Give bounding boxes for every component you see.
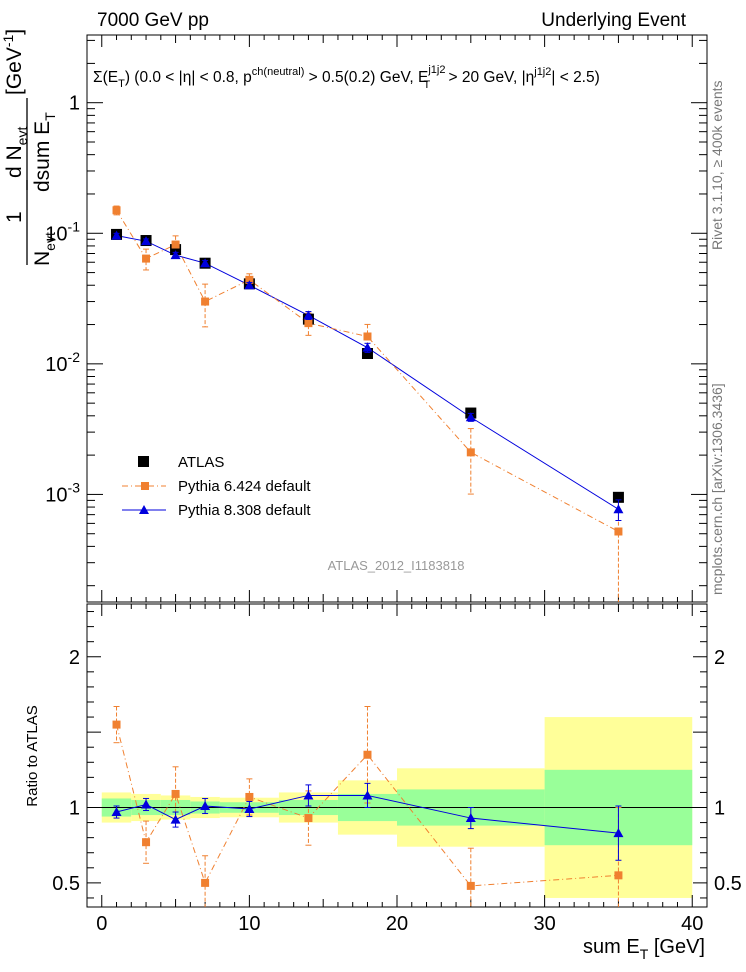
- main-series-layer: [111, 205, 624, 602]
- pythia8-ratio-point: [200, 801, 211, 810]
- ratio-y-tick-label-right: 0.5: [714, 873, 742, 895]
- pythia6-point: [245, 275, 254, 284]
- y-tick-exponent: -3: [68, 479, 81, 495]
- x-tick-label: 20: [386, 913, 408, 935]
- pythia6-ratio-point: [614, 871, 623, 880]
- pythia8-ratio-point: [244, 804, 255, 814]
- y-label-unit: [GeV-1]: [0, 29, 26, 95]
- header-left: 7000 GeV pp: [97, 10, 209, 31]
- pythia6-ratio-point: [142, 838, 151, 847]
- pythia8-point: [465, 412, 476, 422]
- pythia6-ratio-point: [112, 720, 121, 729]
- y-tick-mantissa: 10: [45, 354, 67, 376]
- pythia8-ratio-point: [141, 799, 152, 809]
- pythia6-ratio-point: [171, 789, 180, 798]
- pythia6-point: [171, 240, 180, 249]
- ratio-axis-ticks: 0.5 0.51 12 20 10 20 30 40: [52, 604, 742, 935]
- y-tick-exponent: -1: [68, 218, 81, 234]
- main-y-tick-label: 10-3: [45, 479, 80, 506]
- pythia6-ratio-point: [245, 792, 254, 801]
- pythia8-ratio-point: [613, 828, 624, 838]
- x-tick-label: 40: [681, 913, 703, 935]
- pythia6-point: [363, 332, 372, 341]
- pythia8-point: [170, 250, 181, 260]
- pythia6-point: [304, 319, 313, 328]
- pythia6-ratio-point: [201, 878, 210, 887]
- x-axis-label: sum ET [GeV]: [583, 936, 705, 962]
- main-y-tick-label: 10-2: [45, 349, 80, 376]
- y-tick-mantissa: 10: [45, 223, 67, 245]
- rivet-label: Rivet 3.1.10, ≥ 400k events: [709, 80, 725, 250]
- legend-pythia6-label: Pythia 6.424 default: [178, 478, 311, 495]
- pythia6-point: [201, 297, 210, 306]
- y-label-dn: d Nevt: [3, 127, 30, 178]
- legend-pythia8-label: Pythia 8.308 default: [178, 502, 311, 519]
- y-axis-label: 1 Nevt d Nevt dsum ET [GeV-1]: [0, 29, 58, 266]
- y-tick-mantissa: 1: [69, 93, 80, 115]
- main-axis-ticks: 10-310-210-11: [45, 35, 707, 602]
- ratio-y-tick-label: 0.5: [52, 873, 80, 895]
- pythia8-point: [200, 258, 211, 268]
- atlas-point: [361, 348, 373, 360]
- atlas-point: [170, 244, 182, 256]
- pythia8-ratio-point: [303, 790, 314, 800]
- pythia6-ratio-point: [363, 750, 372, 759]
- pythia6-point: [142, 254, 151, 263]
- pythia6-point: [466, 448, 475, 457]
- y-label-nevt: Nevt: [31, 232, 58, 266]
- pythia6-point: [614, 527, 623, 536]
- ratio-y-tick-label: 1: [69, 798, 80, 820]
- pythia6-line: [116, 210, 619, 532]
- pythia8-point: [111, 230, 122, 240]
- pythia8-ratio-point: [170, 814, 181, 824]
- selection-label: Σ(ET) (0.0 < |η| < 0.8, pch(neutral) > 0…: [93, 64, 600, 91]
- main-y-tick-label: 10-1: [45, 218, 80, 245]
- y-tick-mantissa: 10: [45, 484, 67, 506]
- ratio-y-tick-label-right: 2: [714, 647, 725, 669]
- pythia8-point: [244, 280, 255, 290]
- pythia6-ratio-point: [466, 881, 475, 890]
- analysis-id: ATLAS_2012_I1183818: [328, 558, 465, 573]
- legend-atlas-label: ATLAS: [178, 454, 224, 471]
- y-label-dsum: dsum ET: [31, 112, 58, 192]
- pythia8-point: [613, 504, 624, 514]
- pythia8-ratio-point: [362, 790, 373, 800]
- y-tick-exponent: -2: [68, 349, 81, 365]
- atlas-point: [612, 491, 624, 503]
- ratio-y-tick-label: 2: [69, 647, 80, 669]
- main-y-tick-label: 1: [69, 93, 80, 115]
- legend-atlas-marker: [138, 456, 149, 467]
- y-label-one: 1: [3, 211, 26, 223]
- legend-pythia6-marker: [141, 482, 149, 490]
- pythia6-point: [112, 206, 121, 215]
- ratio-series-layer: [111, 706, 624, 907]
- x-tick-label: 10: [238, 913, 260, 935]
- pythia8-ratio-point: [111, 807, 122, 817]
- ratio-y-tick-label-right: 1: [714, 798, 725, 820]
- x-tick-label: 0: [96, 913, 107, 935]
- pythia8-point: [362, 342, 373, 352]
- header-right: Underlying Event: [541, 10, 686, 31]
- legend: ATLAS Pythia 6.424 default Pythia 8.308 …: [122, 454, 311, 519]
- ratio-ylabel: Ratio to ATLAS: [24, 705, 41, 806]
- mcplots-label: mcplots.cern.ch [arXiv:1306.3436]: [709, 383, 725, 595]
- pythia8-point: [303, 310, 314, 320]
- pythia8-point: [141, 236, 152, 246]
- pythia6-ratio-point: [304, 814, 313, 823]
- legend-pythia8-marker: [139, 505, 149, 514]
- pythia8-ratio-point: [465, 813, 476, 823]
- x-tick-label: 30: [533, 913, 555, 935]
